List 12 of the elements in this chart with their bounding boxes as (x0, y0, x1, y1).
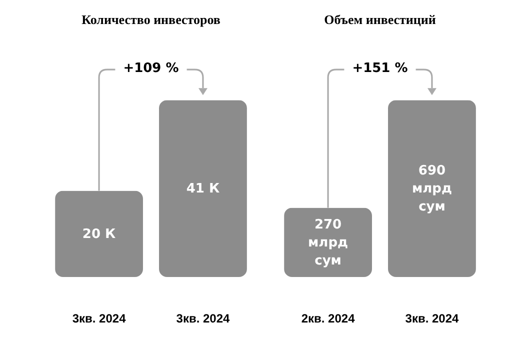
x-tick-label: 2кв. 2024 (301, 312, 356, 326)
x-tick-label: 3кв. 2024 (405, 312, 460, 326)
chart-title: Объем инвестиций (324, 12, 436, 27)
data-label: 41 К (186, 182, 220, 197)
data-label: 270 млрд сум (308, 217, 348, 268)
text: +109 % (123, 61, 179, 76)
data-label: 690 млрд сум (412, 164, 452, 215)
text: +151 % (352, 61, 408, 76)
chart-title: Количество инвесторов (82, 12, 220, 27)
x-tick-label: 3кв. 2024 (72, 312, 126, 326)
data-label: 20 К (82, 226, 116, 242)
x-tick-label: 3кв. 2024 (176, 312, 230, 326)
